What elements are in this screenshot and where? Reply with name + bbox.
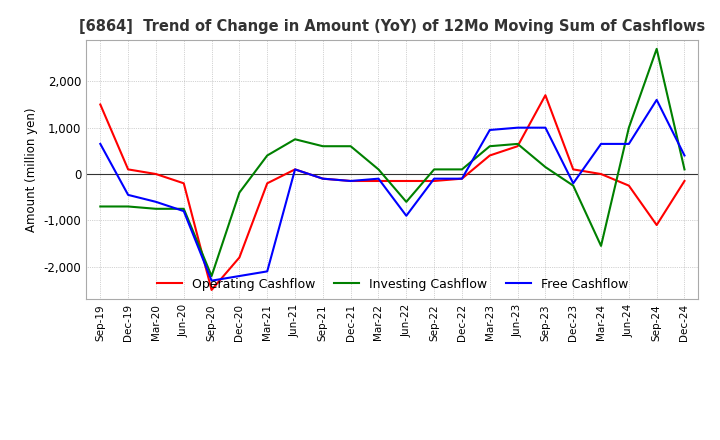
Investing Cashflow [402,199,410,205]
Investing Cashflow [680,167,689,172]
Free Cashflow [179,209,188,214]
Operating Cashflow [291,167,300,172]
Operating Cashflow [430,178,438,183]
Investing Cashflow [179,206,188,212]
Operating Cashflow [485,153,494,158]
Operating Cashflow [124,167,132,172]
Free Cashflow [624,141,633,147]
Free Cashflow [430,176,438,181]
Free Cashflow [346,178,355,183]
Investing Cashflow [235,190,243,195]
Free Cashflow [318,176,327,181]
Title: [6864]  Trend of Change in Amount (YoY) of 12Mo Moving Sum of Cashflows: [6864] Trend of Change in Amount (YoY) o… [79,19,706,34]
Free Cashflow [597,141,606,147]
Free Cashflow [291,167,300,172]
Free Cashflow [96,141,104,147]
Investing Cashflow [124,204,132,209]
Free Cashflow [541,125,550,130]
Line: Investing Cashflow: Investing Cashflow [100,49,685,276]
Operating Cashflow [152,172,161,177]
Free Cashflow [124,192,132,198]
Free Cashflow [569,181,577,186]
Investing Cashflow [207,273,216,279]
Operating Cashflow [96,102,104,107]
Investing Cashflow [318,143,327,149]
Line: Operating Cashflow: Operating Cashflow [100,95,685,290]
Operating Cashflow [318,176,327,181]
Investing Cashflow [346,143,355,149]
Investing Cashflow [624,125,633,130]
Operating Cashflow [458,176,467,181]
Operating Cashflow [179,181,188,186]
Investing Cashflow [430,167,438,172]
Operating Cashflow [513,143,522,149]
Operating Cashflow [680,178,689,183]
Operating Cashflow [541,92,550,98]
Investing Cashflow [485,143,494,149]
Investing Cashflow [513,141,522,147]
Investing Cashflow [263,153,271,158]
Free Cashflow [680,153,689,158]
Free Cashflow [458,176,467,181]
Investing Cashflow [458,167,467,172]
Investing Cashflow [96,204,104,209]
Operating Cashflow [207,287,216,293]
Investing Cashflow [597,243,606,249]
Line: Free Cashflow: Free Cashflow [100,100,685,281]
Free Cashflow [152,199,161,205]
Investing Cashflow [652,46,661,51]
Free Cashflow [374,176,383,181]
Operating Cashflow [235,255,243,260]
Operating Cashflow [597,172,606,177]
Free Cashflow [402,213,410,218]
Y-axis label: Amount (million yen): Amount (million yen) [25,107,38,231]
Operating Cashflow [569,167,577,172]
Investing Cashflow [541,165,550,170]
Operating Cashflow [346,178,355,183]
Operating Cashflow [263,181,271,186]
Operating Cashflow [652,222,661,227]
Free Cashflow [263,269,271,274]
Investing Cashflow [152,206,161,212]
Free Cashflow [513,125,522,130]
Investing Cashflow [374,167,383,172]
Legend: Operating Cashflow, Investing Cashflow, Free Cashflow: Operating Cashflow, Investing Cashflow, … [152,272,633,296]
Free Cashflow [207,278,216,283]
Free Cashflow [235,273,243,279]
Operating Cashflow [402,178,410,183]
Investing Cashflow [569,183,577,188]
Operating Cashflow [374,178,383,183]
Investing Cashflow [291,137,300,142]
Free Cashflow [485,127,494,132]
Operating Cashflow [624,183,633,188]
Free Cashflow [652,97,661,103]
